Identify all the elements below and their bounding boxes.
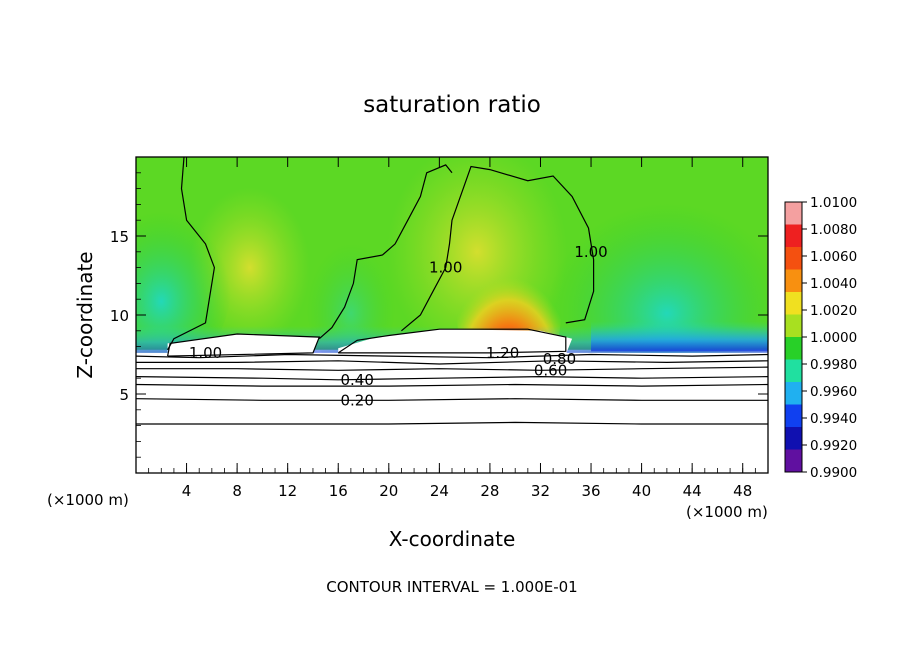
contour-label-2: 1.00 [574, 243, 607, 261]
colorbar-swatch [785, 247, 802, 270]
x-tick-label: 28 [480, 482, 499, 500]
field-cloud-center [338, 329, 573, 355]
contour-line-0-40 [135, 375, 769, 381]
contour-line-0-10 [136, 421, 768, 425]
contour-label-6: 0.40 [340, 371, 373, 389]
contour-line-0-60 [136, 366, 769, 371]
contour-line-1-00-mid [318, 164, 453, 340]
colorbar-label: 0.9940 [810, 411, 857, 427]
contour-lines [135, 156, 769, 425]
contour-line-cloud-left [167, 333, 321, 357]
x-axis-label: X-coordinate [389, 527, 516, 551]
colorbar-label: 1.0040 [810, 276, 857, 292]
colorbar-label: 1.0000 [810, 330, 857, 346]
colorbar-swatch [785, 202, 802, 225]
saturation-field [136, 157, 768, 473]
contour-label-4: 0.80 [543, 350, 576, 368]
colorbar-swatch [785, 382, 802, 405]
x-axis: 4 8 12 16 20 24 28 32 36 40 44 48 [148, 157, 756, 500]
y-tick-label: 5 [119, 386, 129, 404]
colorbar-swatch [785, 404, 802, 428]
contour-line-1-00-right [401, 165, 595, 332]
x-unit-right: (×1000 m) [686, 503, 768, 521]
x-tick-label: 20 [379, 482, 398, 500]
contour-label-3: 1.20 [486, 344, 519, 362]
contour-line-0-80 [136, 360, 769, 365]
colorbar-swatch [785, 337, 802, 360]
contour-label-5: 0.60 [534, 361, 567, 379]
x-tick-label: 8 [232, 482, 242, 500]
contour-labels: 1.00 1.00 1.00 1.20 0.800.60 0.40 0.20 [189, 243, 608, 410]
contour-label-7: 0.20 [340, 391, 373, 409]
x-tick-label: 40 [632, 482, 651, 500]
colorbar-label: 1.0100 [810, 195, 857, 211]
contour-interval-note: CONTOUR INTERVAL = 1.000E-01 [326, 578, 577, 596]
contour-label-0: 1.00 [189, 344, 222, 362]
colorbar-swatch [785, 359, 802, 383]
contour-line-0-30 [135, 383, 769, 387]
field-subsaturated-band-right [591, 321, 768, 352]
colorbar: 1.0100 1.0080 1.0060 1.0040 1.0020 1.0000 0.99… [784, 195, 857, 481]
x-tick-label: 16 [329, 482, 348, 500]
colorbar-label: 0.9980 [810, 357, 857, 373]
colorbar-swatch [785, 427, 802, 450]
contour-line-cloud-center [337, 328, 567, 354]
chart-title: saturation ratio [363, 92, 541, 118]
colorbar-swatch [785, 314, 802, 338]
contour-label-1: 1.00 [429, 259, 462, 277]
x-tick-label: 48 [733, 482, 752, 500]
contour-line-1-20 [135, 353, 769, 359]
y-tick-label: 10 [110, 307, 129, 325]
x-tick-label: 32 [531, 482, 550, 500]
x-tick-label: 12 [278, 482, 297, 500]
colorbar-label: 0.9900 [810, 465, 857, 481]
x-tick-label: 4 [182, 482, 192, 500]
colorbar-label: 0.9960 [810, 384, 857, 400]
colorbar-label: 1.0060 [810, 249, 857, 265]
x-tick-label: 24 [430, 482, 449, 500]
colorbar-swatch [785, 224, 802, 248]
y-axis-label: Z-coordinate [73, 251, 97, 378]
x-unit-left: (×1000 m) [47, 491, 129, 509]
colorbar-swatch [785, 449, 802, 473]
colorbar-swatch [785, 292, 802, 315]
x-tick-label: 36 [581, 482, 600, 500]
y-axis: 5 10 15 [110, 172, 768, 458]
contour-line-0-20 [135, 398, 768, 401]
field-cloud-left [167, 334, 320, 357]
colorbar-label: 0.9920 [810, 438, 857, 454]
colorbar-label: 1.0080 [810, 222, 857, 238]
y-tick-label: 15 [110, 228, 129, 246]
contour-line-1-00-left [167, 156, 216, 351]
colorbar-label: 1.0020 [810, 303, 857, 319]
x-tick-label: 44 [683, 482, 702, 500]
colorbar-swatch [785, 269, 802, 293]
field-lower-white [136, 352, 768, 473]
